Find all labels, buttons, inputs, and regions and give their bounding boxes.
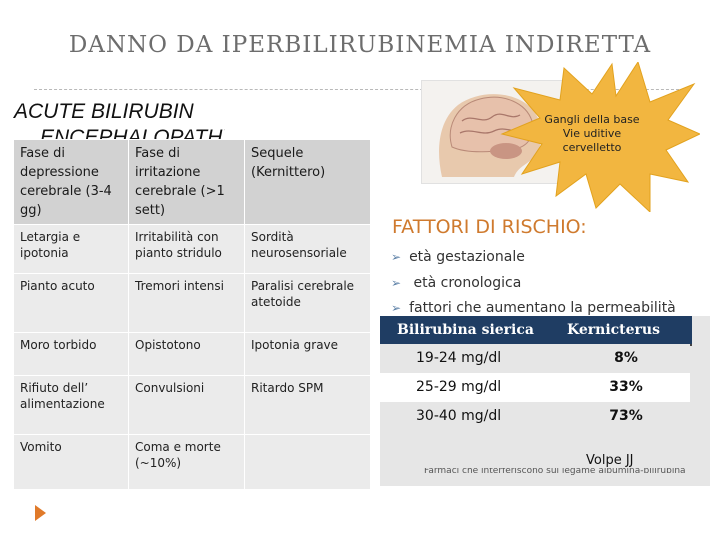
table-cell: [244, 434, 371, 490]
table-row: Rifiuto dell’ alimentazione Convulsioni …: [13, 375, 371, 435]
table-row: Moro torbido Opistotono Ipotonia grave: [13, 332, 371, 376]
table-row: 30-40 mg/dl 73%: [380, 402, 690, 431]
title-divider: [34, 89, 684, 90]
arrow-bullet-icon: ➢: [391, 301, 402, 315]
kernicterus-header: Bilirubina sierica Kernicterus: [380, 316, 692, 344]
slide-title: DANNO DA IPERBILIRUBINEMIA INDIRETTA: [68, 32, 652, 58]
table-cell: Vomito: [13, 434, 129, 490]
table-cell: Letargia e ipotonia: [13, 224, 129, 274]
risk-item-label: età cronologica: [409, 275, 522, 291]
table-row: Pianto acuto Tremori intensi Paralisi ce…: [13, 273, 371, 333]
phase-header-3: Sequele (Kernittero): [244, 139, 371, 225]
table-cell: Sordità neurosensoriale: [244, 224, 371, 274]
table-cell: Convulsioni: [128, 375, 245, 435]
arrow-bullet-icon: ➢: [391, 250, 402, 264]
phase-table: Fase di depressione cerebrale (3-4 gg) F…: [13, 139, 371, 490]
header-kernicterus: Kernicterus: [567, 322, 660, 338]
table-cell: Ritardo SPM: [244, 375, 371, 435]
starburst-text: Gangli della base Vie uditive cervellett…: [540, 113, 644, 155]
table-cell: Rifiuto dell’ alimentazione: [13, 375, 129, 435]
table-cell: Paralisi cerebrale atetoide: [244, 273, 371, 333]
phase-header-1: Fase di depressione cerebrale (3-4 gg): [13, 139, 129, 225]
table-row: 19-24 mg/dl 8%: [380, 344, 690, 373]
arrow-bullet-icon: ➢: [391, 276, 402, 290]
table-cell: Moro torbido: [13, 332, 129, 376]
starburst-line: Vie uditive: [562, 127, 622, 140]
risk-title: FATTORI DI RISCHIO:: [392, 216, 587, 238]
table-cell: Ipotonia grave: [244, 332, 371, 376]
risk-item-label: fattori che aumentano la permeabilità: [409, 300, 676, 316]
table-cell: Irritabilità con pianto stridulo: [128, 224, 245, 274]
table-row: Vomito Coma e morte (~10%): [13, 434, 371, 490]
table-cell: Tremori intensi: [128, 273, 245, 333]
phase-table-header-row: Fase di depressione cerebrale (3-4 gg) F…: [13, 139, 371, 225]
starburst-line: Gangli della base: [544, 113, 640, 126]
phase-header-2: Fase di irritazione cerebrale (>1 sett): [128, 139, 245, 225]
table-cell: Coma e morte (~10%): [128, 434, 245, 490]
serum-value: 25-29 mg/dl: [416, 379, 502, 395]
play-arrow-icon[interactable]: [35, 505, 46, 521]
kernicterus-value: 33%: [609, 379, 643, 395]
risk-item: ➢ età gestazionale: [391, 249, 525, 265]
table-row: 25-29 mg/dl 33%: [380, 373, 690, 402]
table-cell: Pianto acuto: [13, 273, 129, 333]
table-cell: Opistotono: [128, 332, 245, 376]
footnote: Farmaci che interferiscono sul legame al…: [424, 468, 686, 476]
table-row: Letargia e ipotonia Irritabilità con pia…: [13, 224, 371, 274]
source-citation: Volpe JJ: [586, 453, 634, 468]
subtitle-overflow: ENCEPHALOPATHY: [40, 126, 225, 142]
slide-subtitle: ACUTE BILIRUBIN: [14, 100, 194, 123]
kernicterus-value: 8%: [614, 350, 638, 366]
serum-value: 30-40 mg/dl: [416, 408, 502, 424]
starburst-line: cervelletto: [562, 141, 622, 154]
risk-item: ➢ fattori che aumentano la permeabilità: [391, 300, 676, 316]
risk-item-label: età gestazionale: [409, 249, 525, 265]
serum-value: 19-24 mg/dl: [416, 350, 502, 366]
risk-item: ➢ età cronologica: [391, 275, 521, 291]
header-serum: Bilirubina sierica: [397, 322, 534, 338]
starburst-callout: [500, 62, 700, 212]
kernicterus-value: 73%: [609, 408, 643, 424]
